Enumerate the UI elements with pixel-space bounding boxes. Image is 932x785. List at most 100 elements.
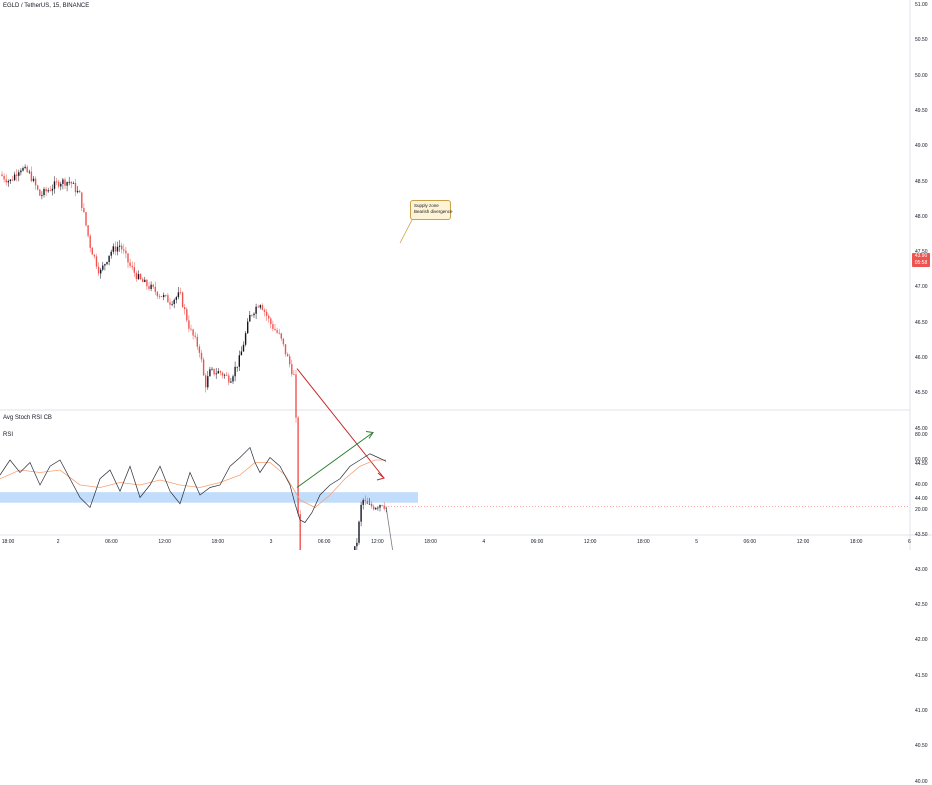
- price-tick-label: 41.00: [915, 708, 928, 714]
- rsi-tick-label: 60.00: [915, 457, 928, 463]
- time-tick-label: 12:00: [796, 539, 810, 545]
- candle-body: [158, 296, 161, 297]
- time-tick-label: 3: [269, 539, 273, 545]
- candle-body: [137, 274, 140, 280]
- candle-body: [364, 500, 366, 501]
- candle-body: [16, 174, 18, 176]
- candle-body: [121, 245, 123, 250]
- candle-body: [284, 344, 287, 355]
- candle-body: [123, 249, 125, 251]
- candle-body: [236, 366, 238, 368]
- candle-body: [188, 320, 190, 329]
- candle-body: [244, 333, 247, 345]
- chart-title: EGLD / TetherUS, 15, BINANCE: [3, 3, 90, 9]
- rsi-signal-line: [0, 459, 386, 508]
- rsi-divergence-arrow: [296, 432, 374, 488]
- candle-body: [280, 333, 282, 339]
- candle-body: [362, 500, 364, 505]
- candle-body: [20, 170, 22, 173]
- callout-line-2: Bearish divergence: [414, 209, 453, 214]
- candle-body: [242, 344, 245, 352]
- candle-body: [373, 506, 375, 510]
- callout-leader: [399, 217, 414, 244]
- candle-body: [257, 306, 259, 308]
- candle-body: [190, 328, 192, 330]
- candle-body: [100, 269, 102, 274]
- price-tick-label: 45.50: [915, 390, 928, 397]
- candle-body: [76, 190, 79, 193]
- time-tick-label: 18:00: [211, 539, 225, 545]
- price-tick-label: 45.00: [915, 425, 928, 432]
- candle-body: [370, 503, 373, 507]
- candle-body: [377, 507, 379, 509]
- candle-body: [43, 188, 45, 196]
- candle-body: [194, 335, 196, 337]
- candle-body: [146, 279, 148, 287]
- candle-body: [74, 182, 77, 193]
- price-divergence-arrow: [296, 368, 385, 479]
- candle-body: [181, 292, 184, 308]
- candle-body: [354, 546, 356, 550]
- candle-body: [217, 371, 219, 374]
- candle-body: [24, 166, 26, 169]
- time-tick-label: 06:00: [105, 539, 118, 545]
- candle-body: [51, 188, 54, 191]
- rsi-tick-label: 40.00: [915, 482, 928, 488]
- rsi-pane-label: RSI: [3, 432, 14, 438]
- indicator-title[interactable]: Avg Stoch RSI CB: [3, 415, 52, 421]
- candle-body: [70, 181, 72, 184]
- candle-body: [89, 235, 91, 248]
- candle-body: [156, 291, 159, 297]
- price-tick-label: 42.50: [915, 602, 928, 609]
- candle-body: [150, 284, 152, 289]
- annotation-callout[interactable]: Supply zone Bearish divergence: [410, 200, 453, 220]
- rsi-arrow-head: [365, 431, 374, 439]
- chart-area[interactable]: [0, 0, 932, 550]
- candle-body: [93, 254, 96, 257]
- candle-body: [240, 351, 243, 356]
- candle-body: [213, 368, 215, 375]
- candle-body: [72, 182, 75, 184]
- candle-body: [49, 190, 51, 192]
- candle-body: [259, 305, 261, 308]
- candle-body: [184, 307, 186, 310]
- rsi-tick-label: 80.00: [915, 432, 928, 438]
- candle-body: [375, 508, 377, 510]
- candle-body: [192, 329, 194, 336]
- candle-body: [286, 354, 289, 357]
- candle-body: [196, 336, 198, 347]
- candle-body: [13, 174, 16, 181]
- price-tick-label: 48.00: [915, 213, 928, 220]
- candle-body: [200, 352, 203, 360]
- candle-body: [270, 318, 272, 325]
- current-price-tag: 43.90 05:58: [912, 253, 930, 267]
- candle-body: [39, 189, 41, 196]
- price-tick-label: 43.00: [915, 566, 928, 573]
- candle-body: [22, 168, 24, 171]
- candle-body: [79, 190, 81, 193]
- candle-body: [142, 279, 144, 283]
- candle-body: [60, 183, 62, 187]
- candle-body: [238, 355, 240, 367]
- candle-body: [278, 332, 280, 334]
- chart-canvas[interactable]: [0, 0, 932, 550]
- time-tick-label: 06:00: [317, 539, 331, 545]
- time-tick-label: 18:00: [1, 539, 15, 545]
- candle-body: [171, 304, 173, 305]
- candle-body: [28, 171, 30, 173]
- price-tick-label: 49.00: [915, 143, 928, 150]
- price-tick-label: 50.00: [915, 72, 928, 79]
- price-tick-label: 47.50: [915, 249, 928, 256]
- current-price-value: 43.90: [914, 253, 928, 259]
- candle-body: [358, 521, 360, 543]
- candle-body: [230, 381, 232, 383]
- candle-body: [211, 368, 213, 370]
- price-tick-label: 41.50: [915, 672, 928, 679]
- candle-body: [1, 174, 3, 176]
- price-tick-label: 47.00: [915, 284, 928, 291]
- price-tick-label: 42.00: [915, 637, 928, 644]
- candle-body: [234, 366, 236, 377]
- candle-body: [186, 309, 188, 321]
- candle-body: [108, 255, 110, 262]
- candle-body: [58, 181, 60, 187]
